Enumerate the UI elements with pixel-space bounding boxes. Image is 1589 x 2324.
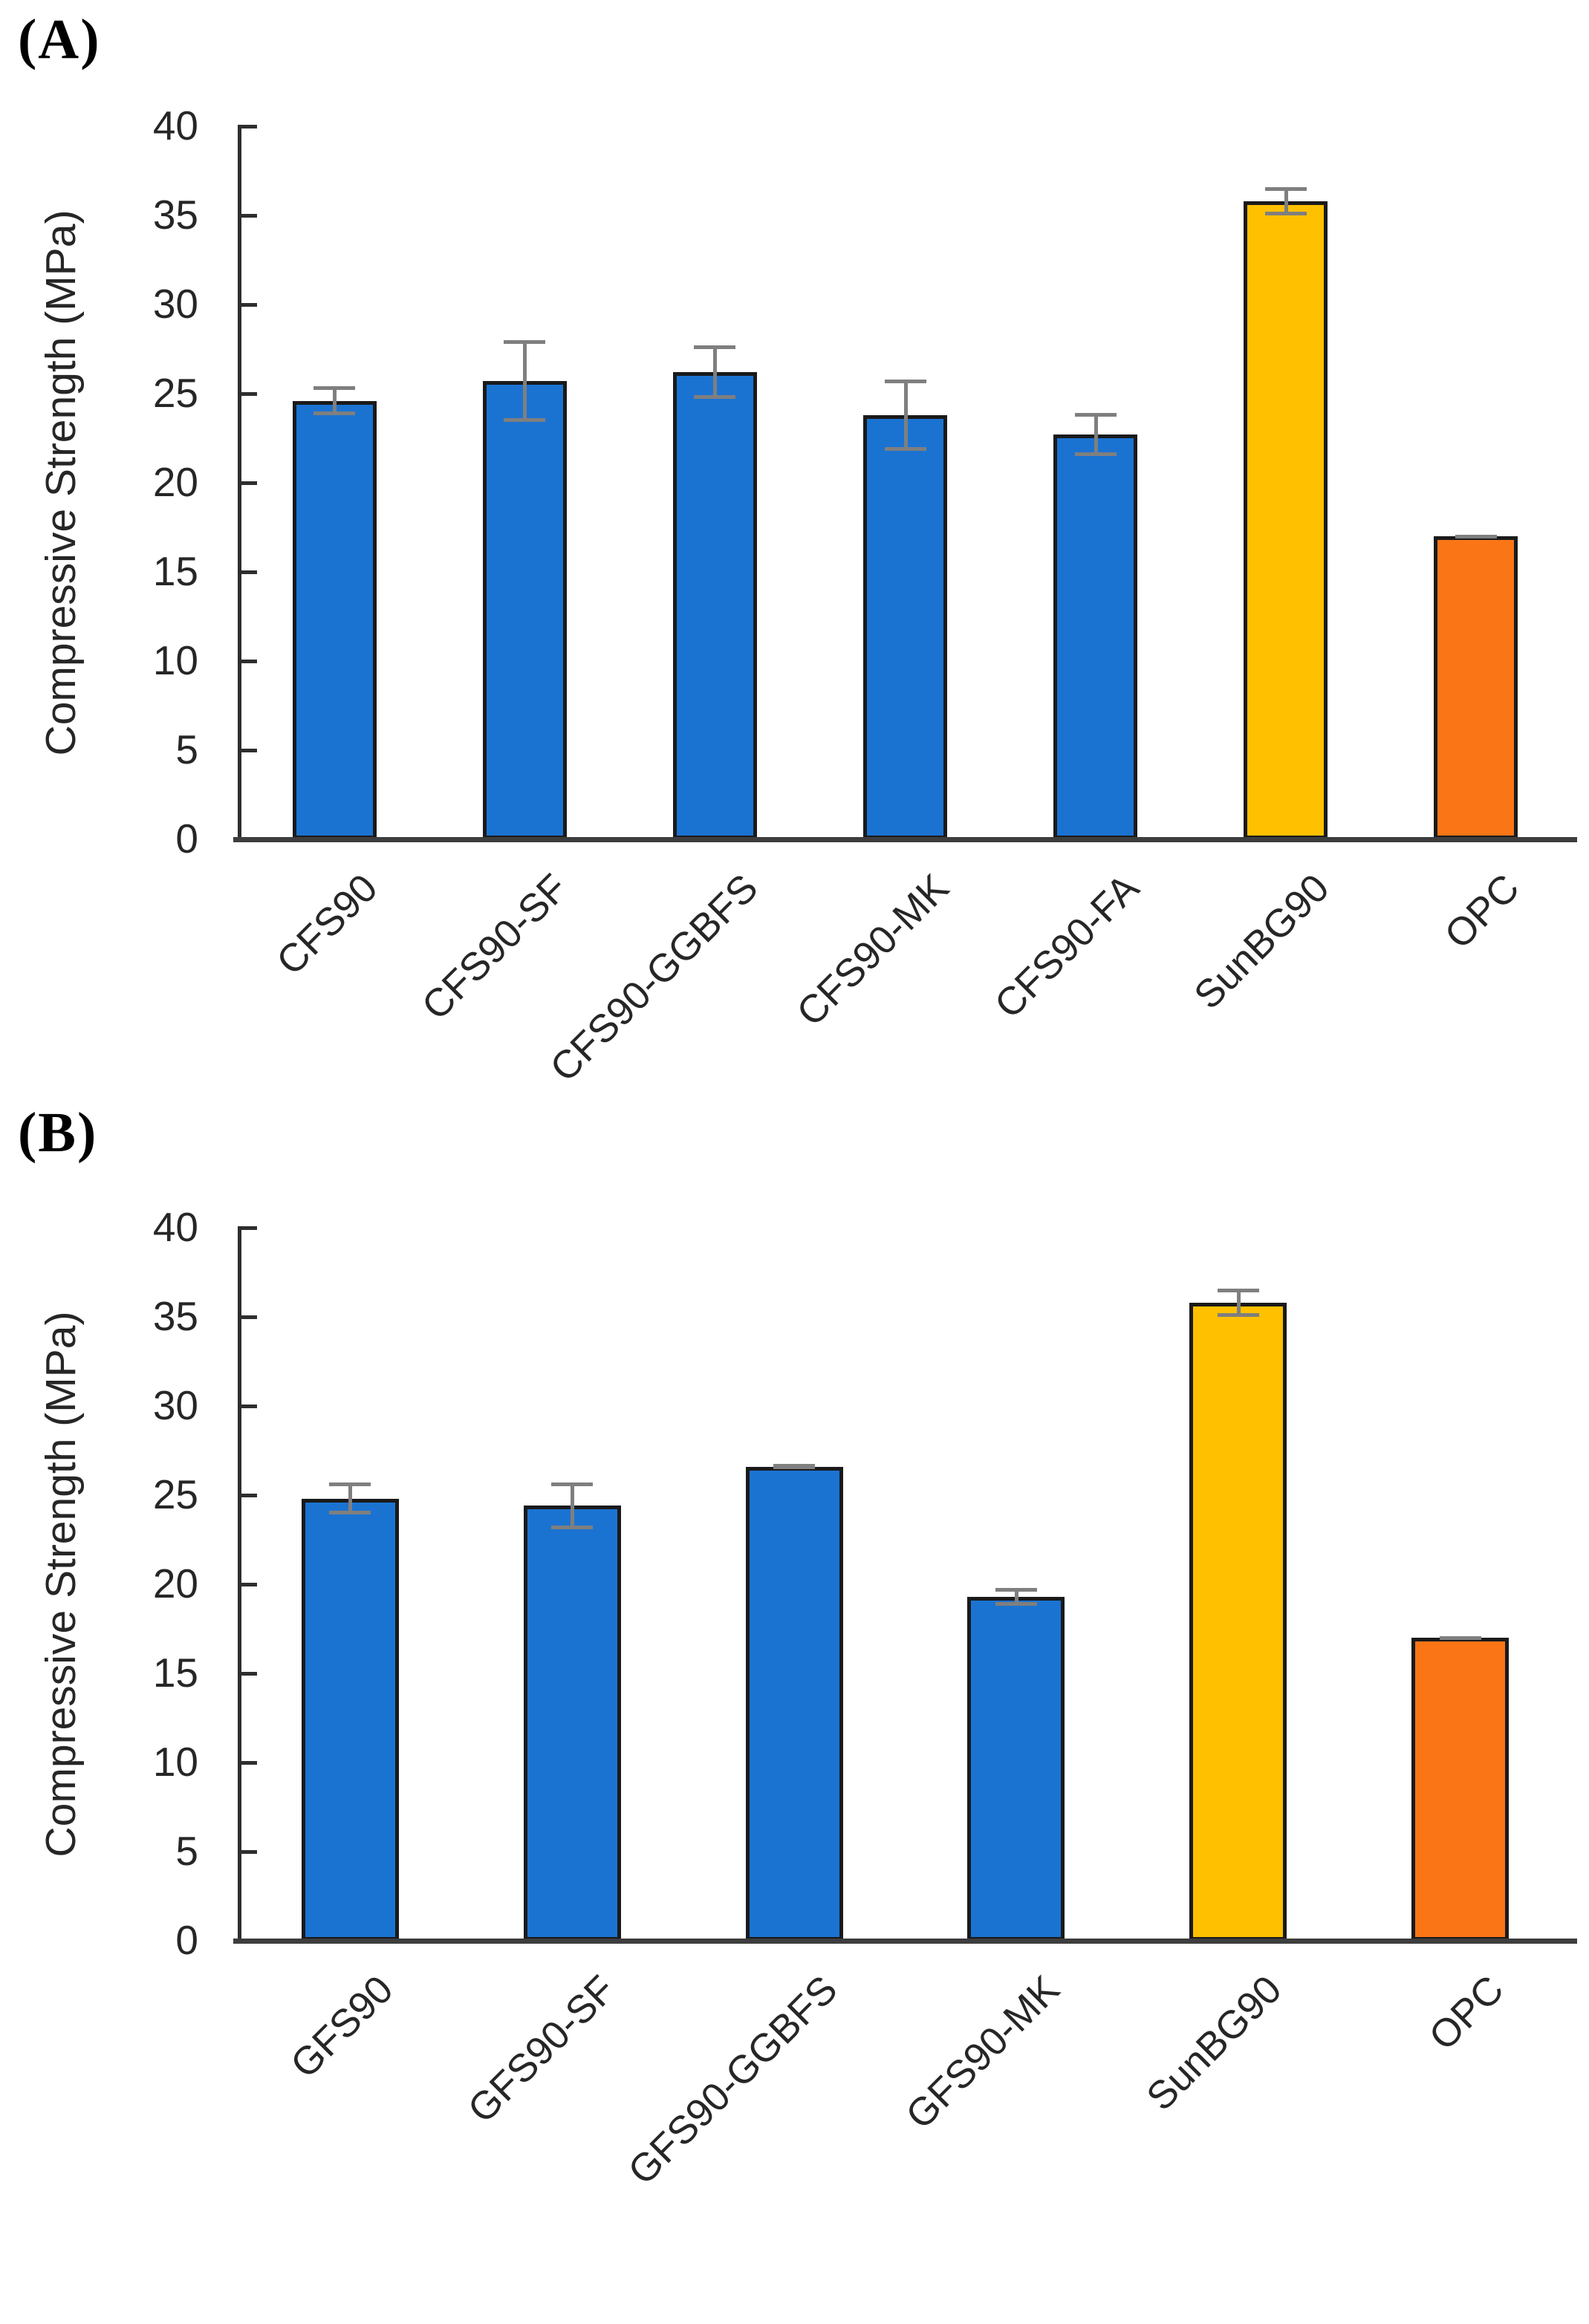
bar: [1244, 201, 1328, 839]
error-bar-cap-top: [1075, 413, 1117, 417]
y-tick-label: 35: [152, 192, 198, 238]
error-bar-cap-top: [1265, 187, 1307, 191]
bar-chart-panel-a: 0 5 10 15 20 25 30 35 40 CFS90 CFS90-SF CFS90-GGBFS…: [152, 102, 1577, 1090]
y-axis-tick: [239, 1226, 257, 1230]
error-bar: [1218, 1289, 1259, 1317]
error-bar-line: [904, 380, 908, 451]
error-bar-cap-bottom: [773, 1465, 815, 1469]
bar: [524, 1506, 621, 1941]
bar-chart-panel-b: 0 5 10 15 20 25 30 35 40 GFS90 GFS90-SF GFS90-GGBFS…: [152, 1204, 1577, 2193]
y-tick-label: 5: [175, 726, 198, 772]
x-axis-line: [233, 1939, 1577, 1944]
error-bar-cap-bottom: [551, 1526, 593, 1529]
error-bar-cap-top: [694, 345, 735, 349]
y-axis-tick: [239, 392, 257, 396]
error-bar-cap-top: [885, 380, 926, 383]
error-bar: [1455, 535, 1497, 538]
y-tick-label: 15: [152, 548, 198, 594]
error-bar-cap-bottom: [1075, 452, 1117, 456]
error-bar-cap-bottom: [1440, 1636, 1481, 1640]
error-bar-cap-bottom: [504, 418, 545, 422]
error-bar-cap-top: [551, 1482, 593, 1486]
y-axis-tick: [239, 303, 257, 307]
error-bar: [885, 380, 926, 451]
y-tick-label: 40: [152, 102, 198, 149]
bar: [483, 381, 567, 839]
y-axis-tick: [239, 1315, 257, 1319]
error-bar: [1265, 187, 1307, 215]
error-bar-cap-bottom: [1455, 535, 1497, 538]
bar: [1434, 536, 1518, 839]
error-bar: [313, 386, 355, 415]
y-tick-label: 30: [152, 281, 198, 327]
y-axis-tick: [239, 1405, 257, 1408]
bar: [1189, 1303, 1287, 1941]
y-axis-tick: [239, 1850, 257, 1854]
y-axis-tick: [239, 1672, 257, 1676]
y-tick-label: 40: [152, 1204, 198, 1250]
error-bar-line: [713, 345, 717, 399]
error-bar-cap-bottom: [1218, 1313, 1259, 1317]
bar: [1053, 434, 1137, 839]
y-axis-tick: [239, 570, 257, 574]
error-bar-cap-top: [504, 340, 545, 344]
error-bar: [551, 1482, 593, 1529]
error-bar-cap-bottom: [313, 411, 355, 415]
y-tick-label: 25: [152, 1471, 198, 1517]
y-tick-label: 35: [152, 1293, 198, 1339]
error-bar-cap-bottom: [694, 395, 735, 399]
error-bar-line: [1015, 1588, 1018, 1606]
bar: [293, 401, 377, 839]
error-bar-cap-top: [313, 386, 355, 390]
error-bar-line: [1237, 1289, 1241, 1317]
bar: [746, 1467, 843, 1941]
error-bar-cap-bottom: [1265, 212, 1307, 215]
error-bar-line: [1094, 413, 1098, 456]
error-bar-cap-top: [1218, 1289, 1259, 1292]
error-bar: [1075, 413, 1117, 456]
y-tick-label: 30: [152, 1382, 198, 1428]
y-axis-tick: [239, 125, 257, 128]
error-bar-line: [1284, 187, 1288, 215]
y-axis-tick: [239, 1494, 257, 1497]
bar: [863, 415, 947, 839]
x-axis-line: [233, 837, 1577, 842]
bar: [967, 1597, 1065, 1941]
panel-label-b: (B): [18, 1101, 98, 1164]
y-tick-label: 25: [152, 370, 198, 416]
error-bar-cap-bottom: [885, 447, 926, 451]
y-tick-label: 0: [175, 1917, 198, 1963]
error-bar: [773, 1464, 815, 1469]
error-bar: [1440, 1636, 1481, 1640]
y-tick-label: 20: [152, 1560, 198, 1607]
y-axis-tick: [239, 1761, 257, 1765]
error-bar-cap-top: [995, 1588, 1037, 1592]
y-tick-label: 10: [152, 1739, 198, 1785]
bar: [302, 1499, 399, 1941]
error-bar-line: [333, 386, 337, 415]
y-axis-tick: [239, 481, 257, 485]
error-bar-line: [523, 340, 527, 422]
error-bar-cap-top: [329, 1482, 371, 1486]
error-bar: [995, 1588, 1037, 1606]
error-bar-cap-bottom: [995, 1602, 1037, 1606]
y-tick-label: 5: [175, 1828, 198, 1874]
y-tick-label: 15: [152, 1650, 198, 1696]
y-axis-tick: [239, 660, 257, 663]
error-bar: [504, 340, 545, 422]
y-tick-label: 0: [175, 816, 198, 862]
panel-label-a: (A): [18, 8, 101, 71]
error-bar-line: [348, 1482, 352, 1514]
error-bar-line: [571, 1482, 574, 1529]
y-tick-label: 20: [152, 459, 198, 505]
y-axis-tick: [239, 214, 257, 218]
bar: [1411, 1638, 1509, 1941]
y-axis-tick: [239, 749, 257, 752]
error-bar: [329, 1482, 371, 1514]
y-tick-label: 10: [152, 637, 198, 683]
error-bar: [694, 345, 735, 399]
y-axis-tick: [239, 1583, 257, 1586]
error-bar-cap-bottom: [329, 1511, 371, 1514]
